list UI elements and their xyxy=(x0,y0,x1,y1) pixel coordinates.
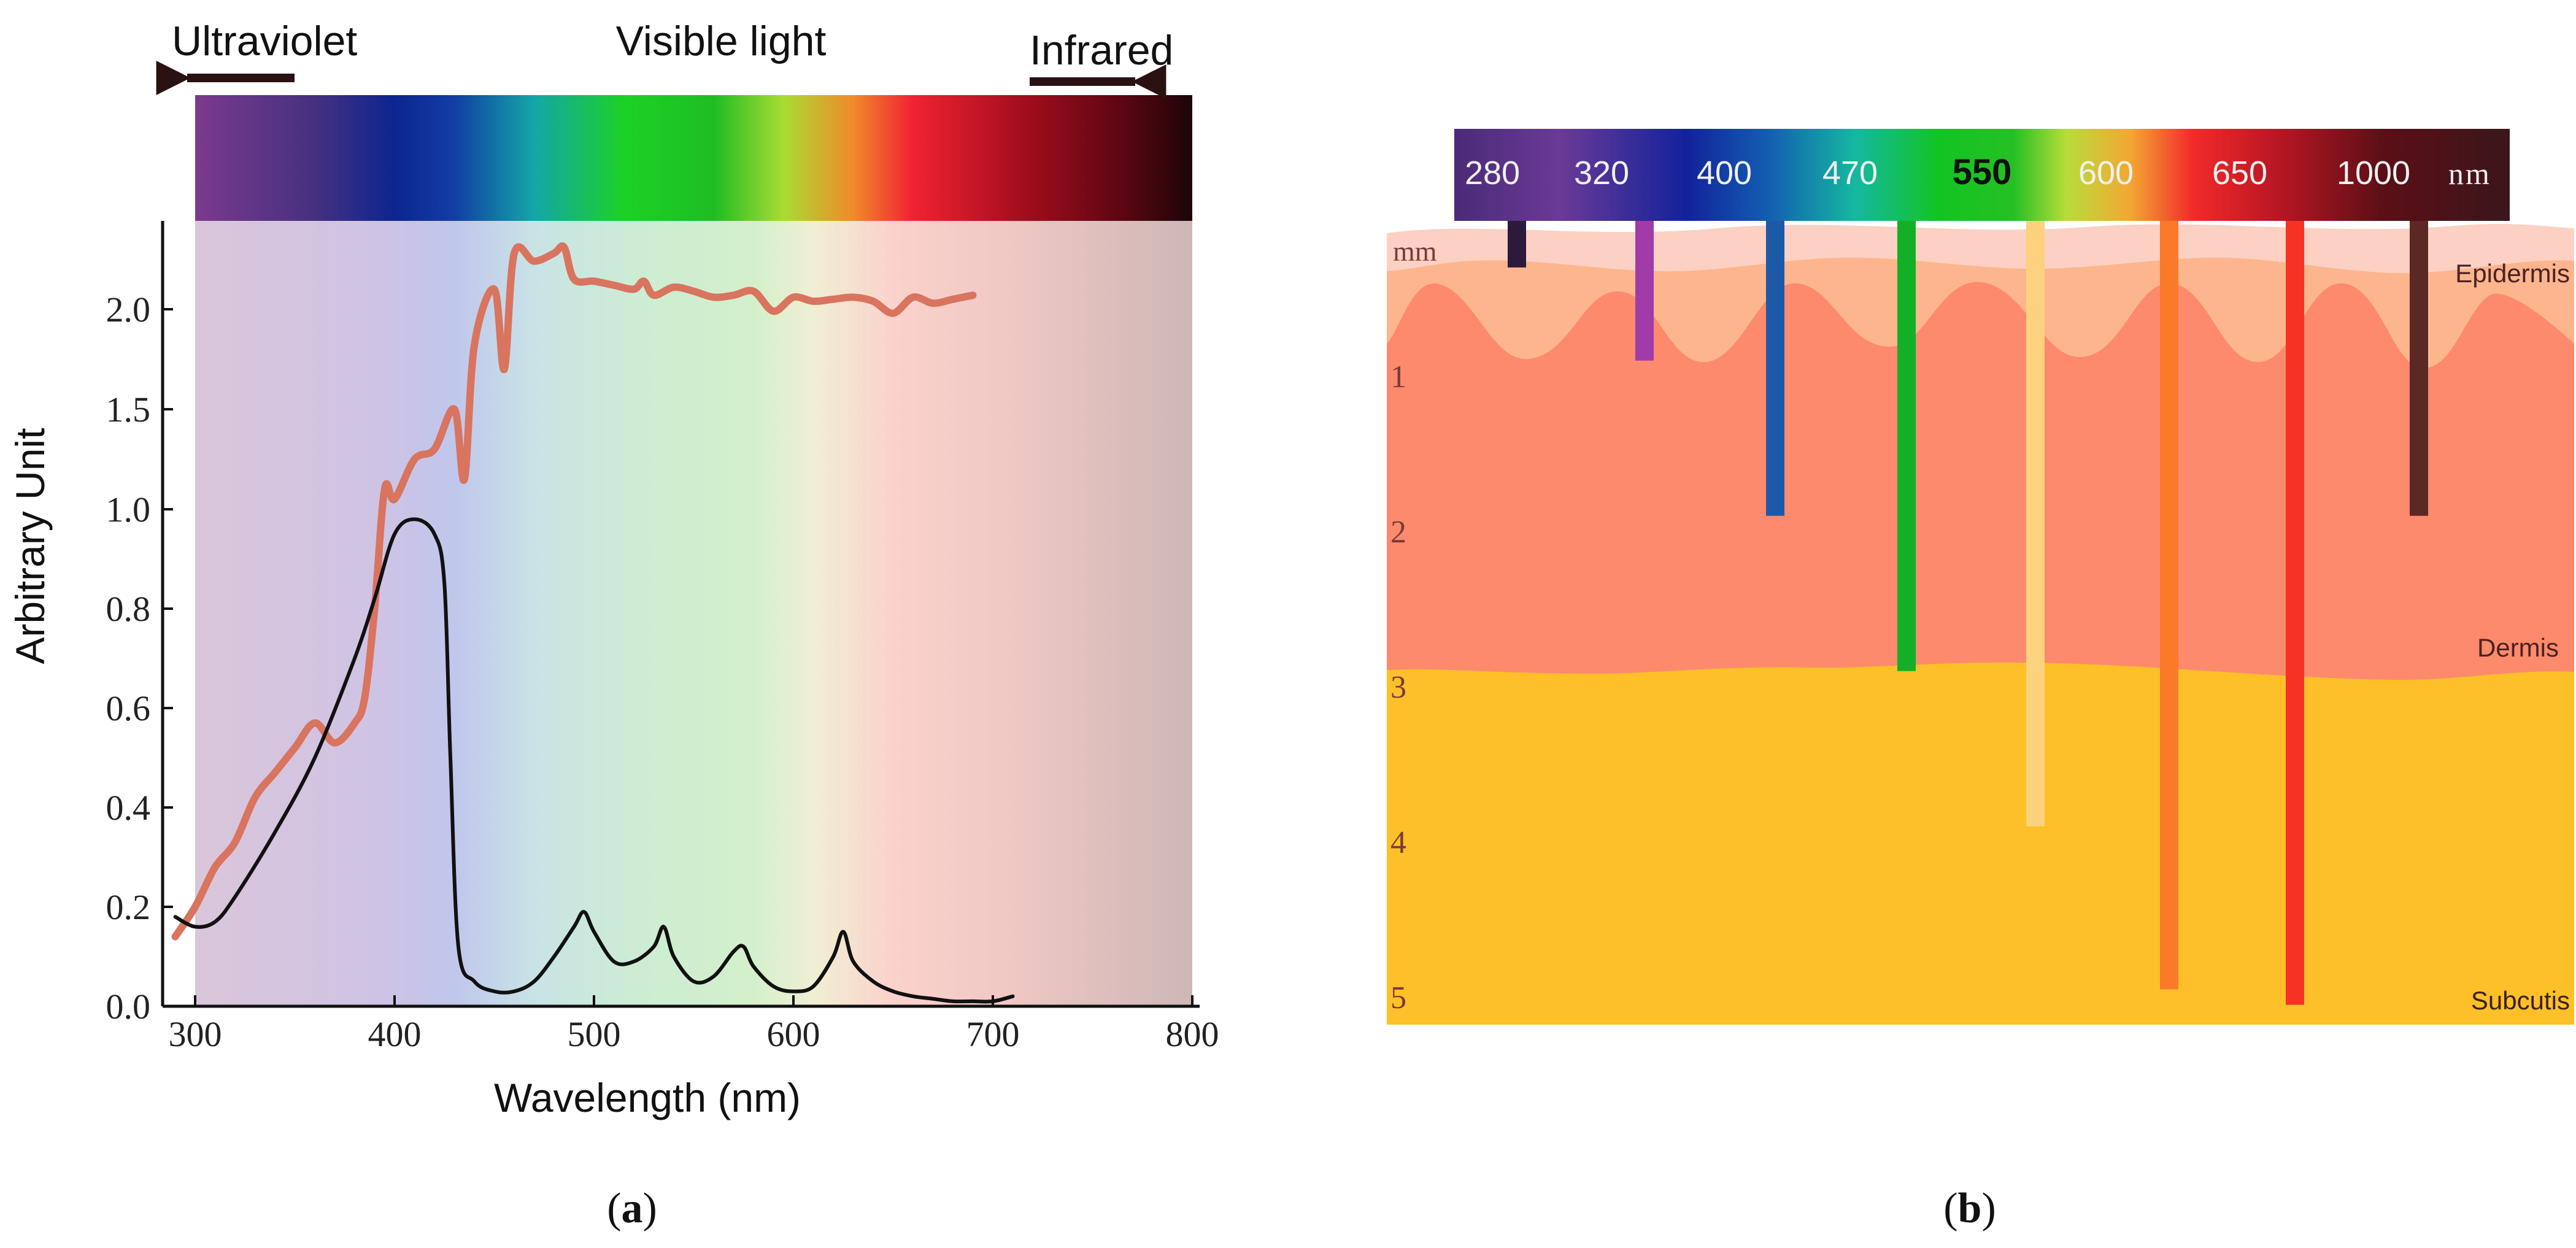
wavelength-label-600: 600 xyxy=(2078,155,2134,191)
wavelength-label-320: 320 xyxy=(1574,155,1629,191)
orange-series-line xyxy=(171,242,977,941)
y-tick-label: 0.2 xyxy=(106,887,151,927)
y-tick-label: 0.8 xyxy=(106,589,151,629)
penetration-bar-600 xyxy=(2160,221,2178,990)
x-tick-label: 700 xyxy=(966,1014,1020,1054)
depth-tick-label: 1 xyxy=(1390,360,1406,395)
ultraviolet-label: Ultraviolet xyxy=(172,18,357,64)
nm-unit-label: nm xyxy=(2448,156,2491,191)
mm-label: mm xyxy=(1393,236,1437,267)
wavelength-label-650: 650 xyxy=(2212,155,2267,191)
visible-light-label: Visible light xyxy=(616,18,827,64)
y-tick-label: 0.4 xyxy=(106,788,151,828)
panel-a: Ultraviolet Visible light Infrared 0.0 0.… xyxy=(7,18,1219,1120)
penetration-bar-320 xyxy=(1635,221,1654,361)
x-tick-label: 800 xyxy=(1166,1014,1219,1054)
wavelength-label-400: 400 xyxy=(1697,155,1752,191)
wavelength-label-280: 280 xyxy=(1465,155,1520,191)
depth-tick-label: 5 xyxy=(1390,980,1406,1015)
black-series-line xyxy=(173,517,1015,1004)
depth-tick-label: 4 xyxy=(1390,825,1406,860)
wavelength-label-1000: 1000 xyxy=(2337,155,2410,191)
penetration-bar-1000 xyxy=(2410,221,2428,516)
penetration-bar-470 xyxy=(1897,221,1916,671)
dermis-label: Dermis xyxy=(2477,633,2559,662)
penetration-bar-650 xyxy=(2286,221,2304,1005)
wavelength-color-bar xyxy=(1454,129,2510,221)
caption-b-letter: b xyxy=(1958,1185,1982,1232)
x-tick-label: 300 xyxy=(169,1014,222,1054)
x-tick-label: 500 xyxy=(568,1014,621,1054)
skin-top-edge xyxy=(1387,223,2574,242)
infrared-label: Infrared xyxy=(1030,27,1173,74)
y-axis-label: Arbitrary Unit xyxy=(7,428,53,664)
subcutis-label: Subcutis xyxy=(2471,986,2570,1015)
y-tick-label: 1.5 xyxy=(106,390,151,429)
depth-tick-label: 3 xyxy=(1390,670,1406,705)
penetration-bar-550 xyxy=(2026,221,2045,826)
x-tick-label: 400 xyxy=(368,1014,422,1054)
spectrum-color-bar xyxy=(195,95,1192,221)
penetration-bar-400 xyxy=(1766,221,1784,516)
caption-a-letter: a xyxy=(622,1185,643,1232)
wavelength-label-550: 550 xyxy=(1953,152,2012,192)
penetration-bar-280 xyxy=(1508,221,1526,268)
y-tick-label: 0.6 xyxy=(106,688,151,728)
y-tick-label: 2.0 xyxy=(106,290,151,329)
subcutis-layer xyxy=(1387,638,2574,1025)
x-axis-label: Wavelength (nm) xyxy=(494,1075,801,1120)
epidermis-label: Epidermis xyxy=(2455,259,2570,288)
y-tick-label: 1.0 xyxy=(106,490,151,530)
y-tick-label: 0.0 xyxy=(106,987,151,1027)
plot-background xyxy=(195,221,1192,1006)
panel-b: 280 320 400 470 550 600 650 1000 nm mm 1 2 3 4 5 Ep… xyxy=(1387,129,2574,1025)
depth-tick-label: 2 xyxy=(1390,515,1406,550)
caption-a: (a) xyxy=(607,1185,657,1232)
caption-b: (b) xyxy=(1943,1185,1996,1232)
wavelength-label-470: 470 xyxy=(1822,155,1878,191)
stratum-corneum xyxy=(1387,233,2574,274)
x-tick-label: 600 xyxy=(767,1014,820,1054)
